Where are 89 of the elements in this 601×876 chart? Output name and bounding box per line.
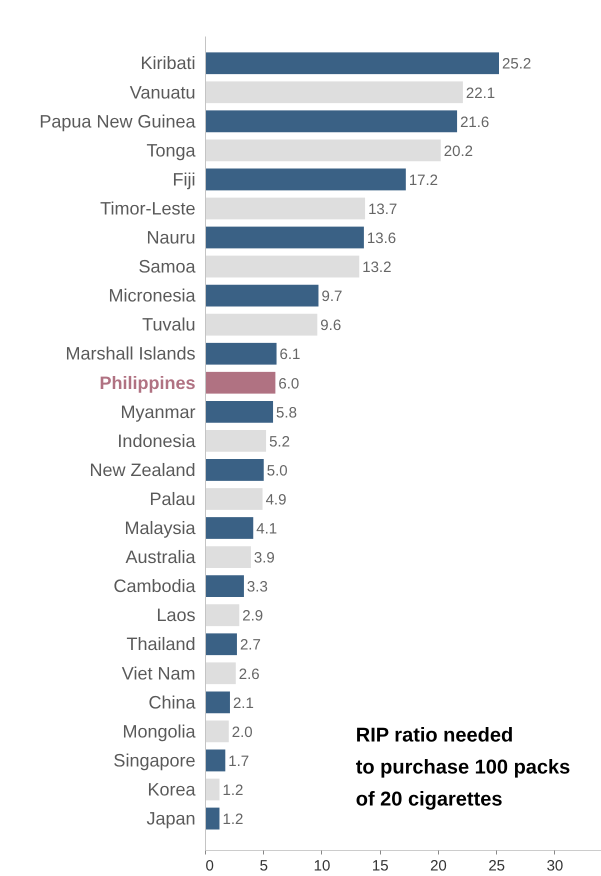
- y-tick-label: Philippines: [99, 372, 196, 393]
- y-tick-label: China: [148, 692, 196, 712]
- bar: [206, 226, 364, 248]
- data-label: 13.7: [368, 200, 398, 218]
- data-label: 4.9: [266, 491, 286, 508]
- y-tick-label: Korea: [147, 779, 196, 800]
- y-tick-label: Nauru: [146, 228, 196, 248]
- data-label: 13.2: [362, 259, 392, 276]
- data-label: 9.6: [320, 317, 342, 334]
- y-tick-label: Laos: [156, 605, 196, 626]
- data-label: 5.8: [276, 404, 297, 422]
- y-tick-label: Timor-Leste: [100, 198, 196, 218]
- bar: [206, 459, 264, 481]
- bar: [206, 575, 244, 598]
- data-label: 2.1: [232, 694, 254, 712]
- bar: [206, 750, 226, 772]
- data-label: 9.7: [321, 288, 342, 306]
- bar: [206, 110, 458, 132]
- data-label: 2.0: [232, 724, 253, 741]
- y-tick-label: Singapore: [113, 750, 196, 770]
- bar: [206, 372, 276, 394]
- data-label: 21.6: [460, 114, 490, 131]
- y-tick-label: New Zealand: [89, 460, 196, 480]
- y-tick-label: Australia: [125, 547, 196, 568]
- bar: [206, 546, 251, 568]
- bar: [206, 604, 240, 626]
- data-label: 3.9: [254, 550, 275, 567]
- x-tick-label: 5: [260, 858, 268, 874]
- data-label: 1.2: [222, 782, 244, 799]
- bar: [206, 168, 406, 190]
- x-tick-label: 25: [488, 858, 506, 874]
- bar: [206, 256, 360, 278]
- y-tick-label: Viet Nam: [122, 663, 196, 684]
- data-label: 4.1: [256, 520, 278, 538]
- bar: [206, 314, 318, 336]
- y-tick-label: Tuvalu: [142, 314, 196, 335]
- bar: [206, 52, 500, 74]
- x-tick-label: 20: [430, 858, 447, 874]
- y-tick-label: Cambodia: [113, 576, 196, 596]
- bar: [206, 81, 463, 104]
- data-label: 5.0: [266, 462, 288, 480]
- bar: [206, 139, 441, 162]
- y-tick-label: Marshall Islands: [65, 344, 196, 364]
- data-label: 13.6: [366, 230, 396, 248]
- bar: [206, 488, 263, 510]
- bar: [206, 284, 318, 307]
- annotation: RIP ratio needed to purchase 100 packs of 20 cigarettes: [356, 724, 570, 811]
- y-tick-label: Mongolia: [122, 721, 196, 742]
- data-label: 20.2: [444, 142, 473, 160]
- data-label: 2.9: [242, 608, 264, 625]
- y-tick-label: Thailand: [126, 634, 196, 654]
- y-tick-label: Indonesia: [117, 430, 196, 451]
- y-tick-label: Palau: [149, 488, 196, 509]
- data-label: 6.0: [278, 375, 300, 392]
- data-label: 3.3: [246, 578, 268, 596]
- bar: [206, 808, 220, 830]
- data-label: 6.1: [280, 346, 300, 364]
- bar: [206, 778, 220, 800]
- bar: [206, 342, 277, 365]
- data-label: 5.2: [269, 433, 290, 450]
- data-label: 2.6: [238, 666, 260, 683]
- y-tick-label: Samoa: [138, 256, 196, 277]
- y-tick-label: Myanmar: [120, 402, 196, 422]
- bar: [206, 400, 274, 423]
- x-tick-label: 15: [372, 858, 389, 874]
- data-label: 2.7: [240, 636, 261, 654]
- y-tick-label: Papua New Guinea: [39, 111, 196, 132]
- data-label: 25.2: [502, 56, 532, 73]
- data-label: 1.7: [228, 752, 250, 770]
- y-tick-label: Fiji: [172, 169, 196, 190]
- y-tick-label: Malaysia: [124, 518, 196, 538]
- bar: [206, 691, 230, 714]
- x-tick-label: 10: [314, 858, 330, 874]
- data-label: 1.2: [222, 811, 244, 828]
- bar: [206, 198, 366, 220]
- y-tick-label: Kiribati: [140, 53, 196, 74]
- x-tick-label: 30: [546, 858, 564, 874]
- bar: [206, 633, 237, 656]
- data-label: 22.1: [466, 84, 496, 102]
- y-tick-label: Micronesia: [108, 286, 196, 306]
- bar: [206, 517, 254, 539]
- bar: [206, 720, 229, 742]
- y-tick-label: Vanuatu: [130, 82, 196, 102]
- y-tick-label: Japan: [146, 808, 196, 829]
- x-tick-label: 0: [206, 858, 214, 874]
- y-tick-label: Tonga: [146, 140, 196, 160]
- data-label: 17.2: [408, 172, 438, 189]
- bar: [206, 662, 236, 684]
- bar: [206, 430, 266, 452]
